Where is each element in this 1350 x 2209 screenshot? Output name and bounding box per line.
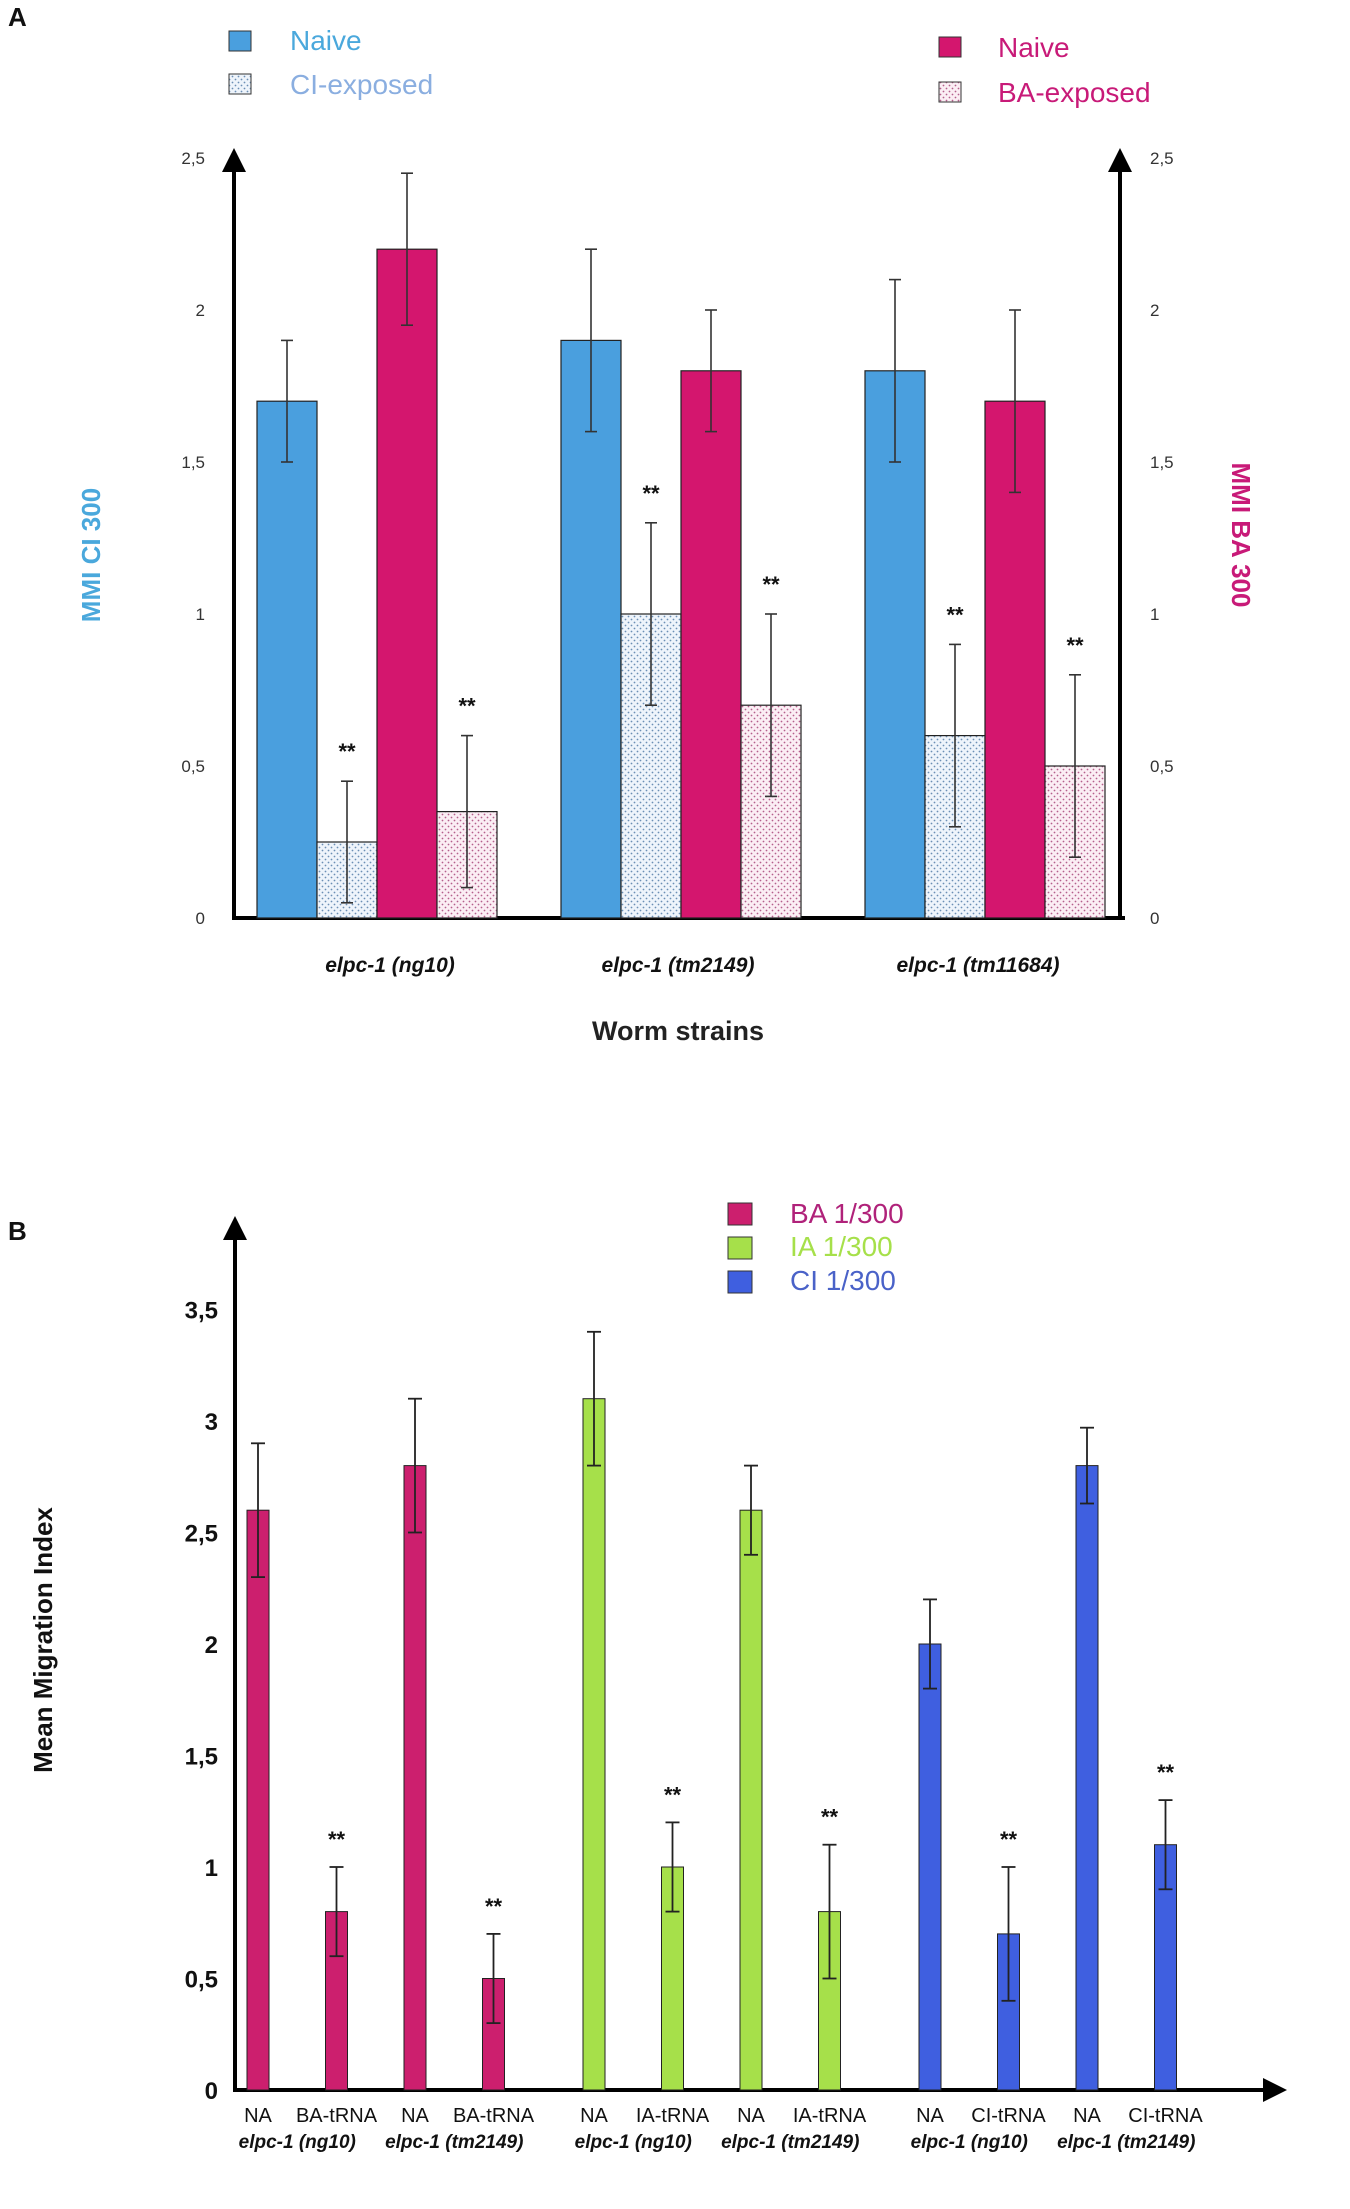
category-label-a: elpc-1 (ng10)	[325, 954, 455, 977]
bar-b-0	[246, 1509, 270, 2091]
legend-label-ci-exposed: CI-exposed	[290, 69, 433, 100]
y-axis-label-left: MMI CI 300	[76, 488, 106, 622]
significance-stars-a: **	[338, 739, 356, 764]
y-tick-right: 2	[1150, 301, 1159, 320]
legend-swatch-ci	[727, 1270, 753, 1294]
bar-a-0-1	[560, 339, 622, 919]
y-tick-left: 1,5	[181, 453, 205, 472]
category-label-b: BA-tRNA	[453, 2105, 535, 2127]
significance-stars-a: **	[642, 481, 660, 506]
category-label-b: IA-tRNA	[793, 2105, 867, 2127]
y-tick-left: 2	[196, 301, 205, 320]
significance-stars-b: **	[664, 1782, 682, 1807]
strain-label-b: elpc-1 (tm2149)	[1057, 2132, 1195, 2153]
bar-b-10	[1075, 1465, 1099, 2091]
bar-b-8	[918, 1643, 942, 2091]
y-tick-b: 0	[205, 2078, 218, 2105]
panel-label-a: A	[8, 2, 27, 32]
y-tick-right: 0,5	[1150, 757, 1174, 776]
bar-b-4	[582, 1398, 606, 2091]
category-label-b: NA	[1073, 2105, 1101, 2127]
category-label-b: CI-tRNA	[1128, 2105, 1203, 2127]
y-tick-left: 2,5	[181, 149, 205, 168]
significance-stars-b: **	[821, 1805, 839, 1830]
category-label-a: elpc-1 (tm11684)	[896, 954, 1059, 977]
x-axis-label: Worm strains	[592, 1016, 764, 1046]
y-tick-left: 1	[196, 605, 205, 624]
legend-label-ba: BA 1/300	[790, 1198, 904, 1229]
y-tick-right: 2,5	[1150, 149, 1174, 168]
y-tick-b: 3	[205, 1409, 218, 1436]
panel-label-b: B	[8, 1216, 27, 1246]
category-label-a: elpc-1 (tm2149)	[602, 954, 755, 977]
panel-a: A Naive CI-exposed Naive BA-exposed 0 0,5…	[8, 2, 1256, 1046]
bar-a-2-0	[376, 248, 438, 919]
legend-label-ba-exposed: BA-exposed	[998, 77, 1151, 108]
legend-label-ci: CI 1/300	[790, 1265, 896, 1296]
legend-label-ia: IA 1/300	[790, 1231, 893, 1262]
bar-b-2	[403, 1465, 427, 2091]
legend-swatch-ia	[727, 1236, 753, 1260]
bar-a-0-0	[256, 400, 318, 919]
y-tick-left: 0,5	[181, 757, 205, 776]
y-tick-left: 0	[196, 909, 205, 928]
strain-label-b: elpc-1 (ng10)	[575, 2132, 692, 2153]
category-label-b: IA-tRNA	[636, 2105, 710, 2127]
y-tick-b: 1,5	[185, 1744, 218, 1771]
strain-label-b: elpc-1 (tm2149)	[385, 2132, 523, 2153]
y-tick-right: 0	[1150, 909, 1159, 928]
category-label-b: BA-tRNA	[296, 2105, 378, 2127]
legend-swatch-ba-exposed	[938, 81, 962, 103]
strain-label-b: elpc-1 (tm2149)	[721, 2132, 859, 2153]
y-tick-b: 0,5	[185, 1967, 218, 1994]
category-label-b: NA	[580, 2105, 608, 2127]
legend-swatch-naive-ba	[938, 36, 962, 58]
y-tick-b: 1	[205, 1855, 218, 1882]
legend-swatch-ci-exposed	[228, 73, 252, 95]
bar-b-6	[739, 1509, 763, 2091]
category-label-b: NA	[737, 2105, 765, 2127]
legend-label-naive-ci: Naive	[290, 25, 362, 56]
legend-swatch-naive-ci	[228, 30, 252, 52]
strain-label-b: elpc-1 (ng10)	[911, 2132, 1028, 2153]
y-tick-b: 2	[205, 1632, 218, 1659]
bar-a-2-1	[680, 370, 742, 919]
y-tick-b: 2,5	[185, 1521, 218, 1548]
y-axis-label-right: MMI BA 300	[1226, 463, 1256, 608]
significance-stars-b: **	[1000, 1827, 1018, 1852]
strain-label-b: elpc-1 (ng10)	[239, 2132, 356, 2153]
category-label-b: NA	[401, 2105, 429, 2127]
significance-stars-b: **	[485, 1894, 503, 1919]
y-axis-label-b: Mean Migration Index	[28, 1507, 58, 1773]
significance-stars-a: **	[458, 694, 476, 719]
legend-swatch-ba	[727, 1202, 753, 1226]
y-tick-right: 1	[1150, 605, 1159, 624]
significance-stars-a: **	[1066, 633, 1084, 658]
y-tick-b: 3,5	[185, 1298, 218, 1325]
panel-b: B BA 1/300 IA 1/300 CI 1/300 0 0,5 1 1,5 2 2,…	[8, 1198, 1287, 2153]
significance-stars-a: **	[946, 602, 964, 627]
significance-stars-a: **	[762, 572, 780, 597]
category-label-b: NA	[916, 2105, 944, 2127]
significance-stars-b: **	[328, 1827, 346, 1852]
legend-label-naive-ba: Naive	[998, 32, 1070, 63]
significance-stars-b: **	[1157, 1760, 1175, 1785]
y-tick-right: 1,5	[1150, 453, 1174, 472]
category-label-b: CI-tRNA	[971, 2105, 1046, 2127]
category-label-b: NA	[244, 2105, 272, 2127]
